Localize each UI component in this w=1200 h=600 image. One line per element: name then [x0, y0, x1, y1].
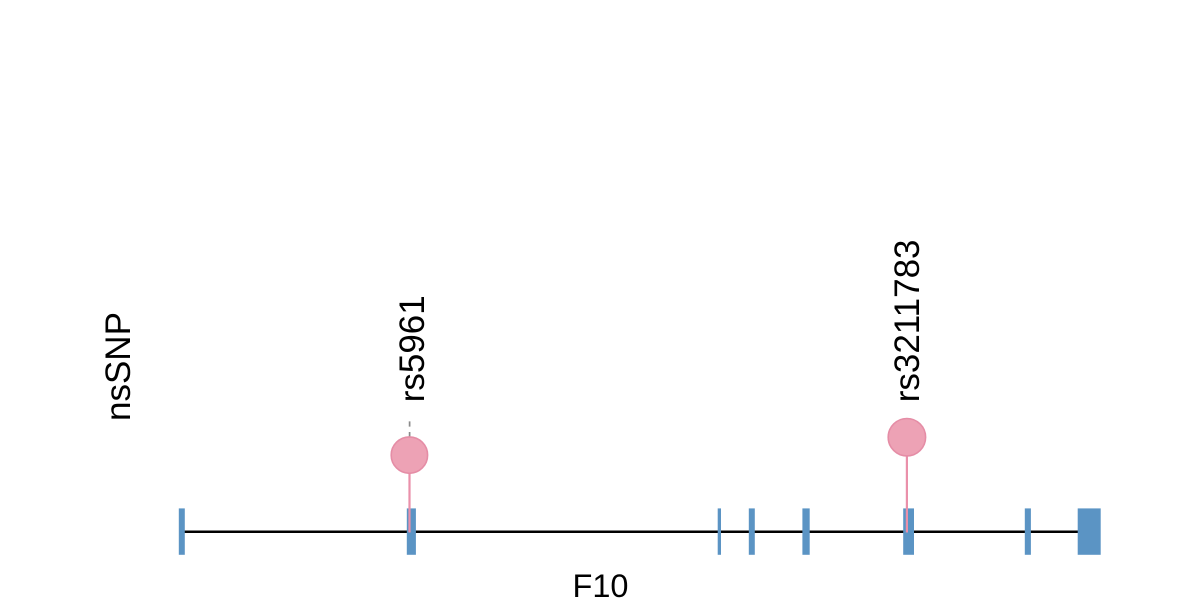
svg-text:rs3211783: rs3211783: [888, 239, 927, 402]
svg-text:nsSNP: nsSNP: [99, 312, 138, 421]
svg-text:F10: F10: [572, 568, 628, 600]
svg-text:rs5961: rs5961: [393, 295, 432, 402]
